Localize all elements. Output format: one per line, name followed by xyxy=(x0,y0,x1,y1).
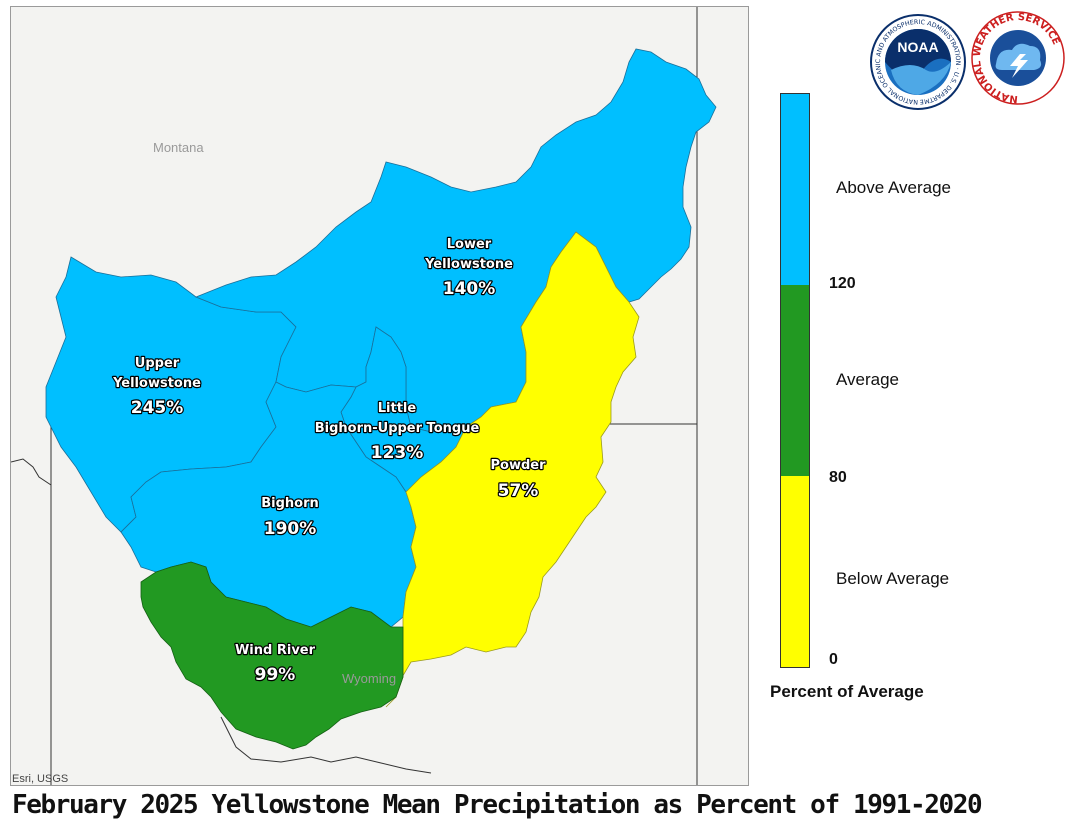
basin-wind-river[interactable] xyxy=(140,561,404,750)
map-panel[interactable]: Montana Wyoming Lower Yellowstone 140% U… xyxy=(10,6,749,786)
page-title: February 2025 Yellowstone Mean Precipita… xyxy=(12,790,983,820)
basin-label-powder: Powder 57% xyxy=(489,457,547,502)
basin-percent: 57% xyxy=(498,481,539,501)
basin-name-line: Wind River xyxy=(235,643,316,658)
basin-percent: 190% xyxy=(264,519,317,539)
basin-label-bighorn: Bighorn 190% xyxy=(260,495,320,540)
basin-percent: 99% xyxy=(255,665,296,685)
basin-name-line: Little xyxy=(378,401,417,416)
legend-color-bar xyxy=(780,93,810,668)
basin-name-line: Upper xyxy=(135,356,180,371)
basin-name-line: Powder xyxy=(490,458,546,473)
legend-swatch-average xyxy=(781,285,809,476)
legend-break-80: 80 xyxy=(829,469,847,486)
legend-break-0: 0 xyxy=(829,651,838,668)
basin-powder[interactable] xyxy=(385,231,640,708)
basin-name-line: Bighorn-Upper Tongue xyxy=(315,421,480,436)
legend-swatch-below xyxy=(781,476,809,667)
basin-name-line: Yellowstone xyxy=(424,257,513,272)
basin-percent: 140% xyxy=(443,279,496,299)
map-attribution: Esri, USGS xyxy=(12,773,69,785)
basin-label-upper-yellowstone: Upper Yellowstone 245% xyxy=(111,355,202,419)
basin-label-wind-river: Wind River 99% xyxy=(234,642,317,686)
basin-name-line: Yellowstone xyxy=(112,376,201,391)
noaa-logo-text: NOAA xyxy=(897,39,938,55)
basin-map[interactable]: Montana Wyoming Lower Yellowstone 140% U… xyxy=(11,7,749,786)
legend-break-120: 120 xyxy=(829,275,856,292)
noaa-logo: NATIONAL OCEANIC AND ATMOSPHERIC ADMINIS… xyxy=(866,12,966,110)
basin-name-line: Bighorn xyxy=(261,496,319,511)
nws-logo: NATIONAL WEATHER SERVICE xyxy=(971,11,1065,105)
basin-percent: 245% xyxy=(131,398,184,418)
legend-label-above: Above Average xyxy=(836,178,951,197)
basin-name-line: Lower xyxy=(447,237,492,252)
basin-outline-south xyxy=(220,716,432,774)
state-label-montana: Montana xyxy=(153,140,204,155)
legend-label-average: Average xyxy=(836,370,900,389)
basin-percent: 123% xyxy=(371,443,424,463)
basin-label-little-bighorn-upper-tongue: Little Bighorn-Upper Tongue 123% xyxy=(314,400,481,464)
legend-title: Percent of Average xyxy=(770,682,924,701)
legend-swatch-above xyxy=(781,94,809,285)
basin-label-lower-yellowstone: Lower Yellowstone 140% xyxy=(423,236,514,300)
state-boundary-id xyxy=(11,458,52,486)
legend-label-below: Below Average xyxy=(836,569,950,588)
state-label-wyoming: Wyoming xyxy=(342,671,396,686)
